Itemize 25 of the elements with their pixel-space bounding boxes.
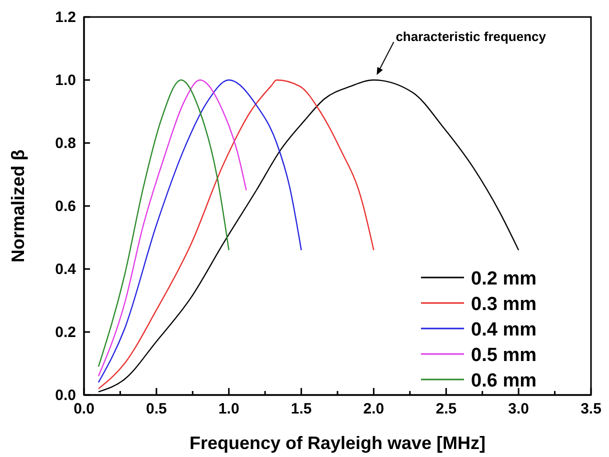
legend-label: 0.2 mm	[471, 268, 536, 290]
y-tick-label: 1.2	[55, 8, 76, 26]
y-tick-label: 0.6	[55, 198, 76, 215]
x-tick-label: 3.5	[580, 400, 602, 418]
y-tick-label: 0.8	[55, 134, 76, 152]
legend-label: 0.5 mm	[471, 345, 536, 366]
x-tick-label: 3.0	[508, 400, 529, 418]
x-tick-label: 2.0	[363, 400, 384, 418]
x-tick-label: 0.0	[74, 400, 94, 418]
legend-label: 0.4 mm	[471, 320, 536, 340]
x-tick-label: 0.5	[146, 400, 167, 418]
line-series	[98, 79, 302, 383]
annotation: characteristic frequency	[396, 29, 547, 44]
x-tick-label: 1.5	[290, 400, 312, 418]
y-tick-label: 0.2	[55, 324, 76, 341]
legend-label: 0.3 mm	[471, 294, 536, 315]
y-tick-label: 0.4	[55, 260, 77, 278]
y-tick-label: 0.0	[55, 386, 76, 404]
legend-label: 0.6 mm	[471, 370, 536, 392]
x-tick-label: 2.5	[436, 400, 457, 418]
x-axis-title: Frequency of Rayleigh wave [MHz]	[189, 433, 486, 453]
x-tick-label: 1.0	[218, 400, 240, 418]
y-axis-title: Normalized β	[8, 149, 28, 263]
line-series	[98, 79, 374, 390]
y-tick-label: 1.0	[55, 72, 76, 89]
